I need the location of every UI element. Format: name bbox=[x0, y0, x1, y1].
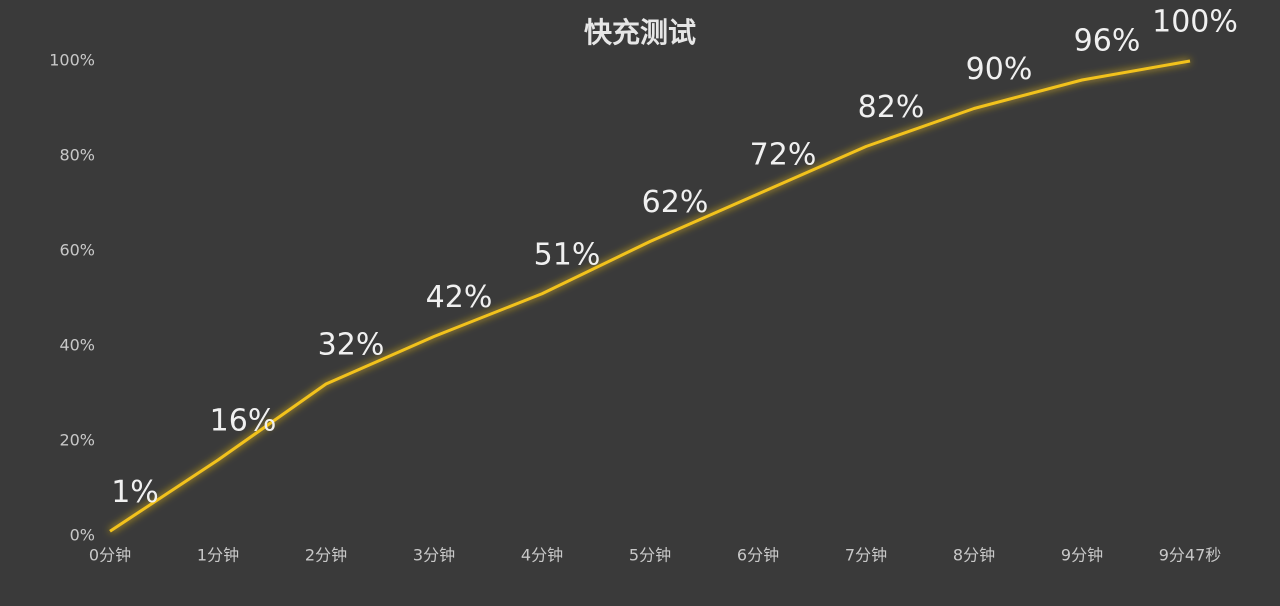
data-label: 16% bbox=[210, 404, 277, 439]
y-tick-label: 40% bbox=[59, 336, 95, 355]
data-label: 1% bbox=[111, 475, 159, 510]
data-label: 100% bbox=[1152, 5, 1238, 40]
x-tick-label: 9分47秒 bbox=[1159, 546, 1222, 565]
data-label: 96% bbox=[1074, 24, 1141, 59]
y-tick-label: 60% bbox=[59, 241, 95, 260]
y-tick-label: 100% bbox=[49, 51, 95, 70]
x-tick-label: 9分钟 bbox=[1061, 546, 1103, 565]
y-tick-label: 0% bbox=[70, 526, 95, 545]
data-label: 82% bbox=[858, 90, 925, 125]
data-label: 62% bbox=[642, 185, 709, 220]
x-tick-label: 4分钟 bbox=[521, 546, 563, 565]
data-label: 42% bbox=[426, 280, 493, 315]
chart-title: 快充测试 bbox=[584, 16, 696, 49]
x-tick-label: 2分钟 bbox=[305, 546, 347, 565]
data-label: 51% bbox=[534, 237, 601, 272]
x-tick-label: 5分钟 bbox=[629, 546, 671, 565]
data-label: 72% bbox=[750, 138, 817, 173]
x-tick-label: 1分钟 bbox=[197, 546, 239, 565]
x-tick-label: 3分钟 bbox=[413, 546, 455, 565]
data-label: 32% bbox=[318, 328, 385, 363]
y-tick-label: 80% bbox=[59, 146, 95, 165]
data-label: 90% bbox=[966, 52, 1033, 87]
y-tick-label: 20% bbox=[59, 431, 95, 450]
x-tick-label: 8分钟 bbox=[953, 546, 995, 565]
data-line bbox=[109, 59, 1191, 533]
x-tick-label: 6分钟 bbox=[737, 546, 779, 565]
x-tick-label: 7分钟 bbox=[845, 546, 887, 565]
x-tick-label: 0分钟 bbox=[89, 546, 131, 565]
